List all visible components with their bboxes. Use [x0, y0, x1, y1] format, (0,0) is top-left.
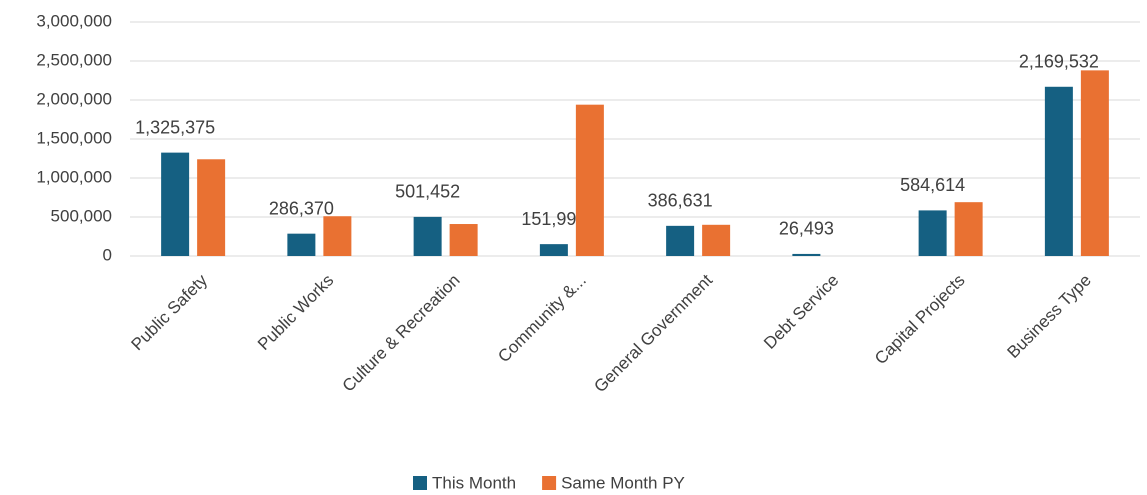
data-label: 286,370	[269, 198, 334, 218]
bar	[161, 152, 190, 256]
x-tick-label: Capital Projects	[871, 271, 969, 369]
data-label: 26,493	[779, 219, 834, 239]
bar	[323, 216, 352, 256]
data-label: 501,452	[395, 182, 460, 202]
y-tick-label: 3,000,000	[36, 11, 112, 30]
y-tick-label: 2,000,000	[36, 89, 112, 108]
x-tick-label: Public Safety	[128, 270, 212, 354]
bar	[539, 244, 568, 256]
data-label: 584,614	[900, 175, 965, 195]
bar	[1080, 70, 1109, 256]
data-label: 2,169,532	[1019, 52, 1099, 72]
data-label: 151,994	[521, 209, 586, 229]
y-tick-label: 2,500,000	[36, 50, 112, 69]
legend-swatch	[542, 476, 557, 490]
x-tick-label: Culture & Recreation	[339, 271, 464, 396]
x-tick-label: Community &...	[494, 271, 590, 367]
x-tick-label: Debt Service	[760, 271, 842, 353]
legend-swatch	[413, 476, 427, 490]
bar	[702, 224, 731, 256]
bar	[954, 202, 983, 256]
bar	[1044, 86, 1073, 256]
data-label: 386,631	[648, 191, 713, 211]
bar	[575, 104, 604, 257]
legend-label: This Month	[432, 473, 516, 492]
x-tick-label: Public Works	[254, 271, 337, 354]
bar	[449, 224, 478, 256]
y-tick-label: 1,000,000	[36, 167, 112, 186]
bar	[287, 233, 316, 256]
y-tick-label: 0	[103, 245, 112, 264]
y-tick-label: 1,500,000	[36, 128, 112, 147]
bar	[918, 210, 947, 256]
y-tick-label: 500,000	[51, 206, 112, 225]
data-label: 1,325,375	[135, 117, 215, 137]
bar	[197, 159, 226, 256]
bar	[666, 225, 695, 256]
bar	[413, 216, 442, 256]
bar	[792, 253, 821, 256]
legend-label: Same Month PY	[561, 473, 685, 492]
x-tick-label: Business Type	[1003, 271, 1094, 362]
x-tick-label: General Government	[590, 270, 716, 396]
